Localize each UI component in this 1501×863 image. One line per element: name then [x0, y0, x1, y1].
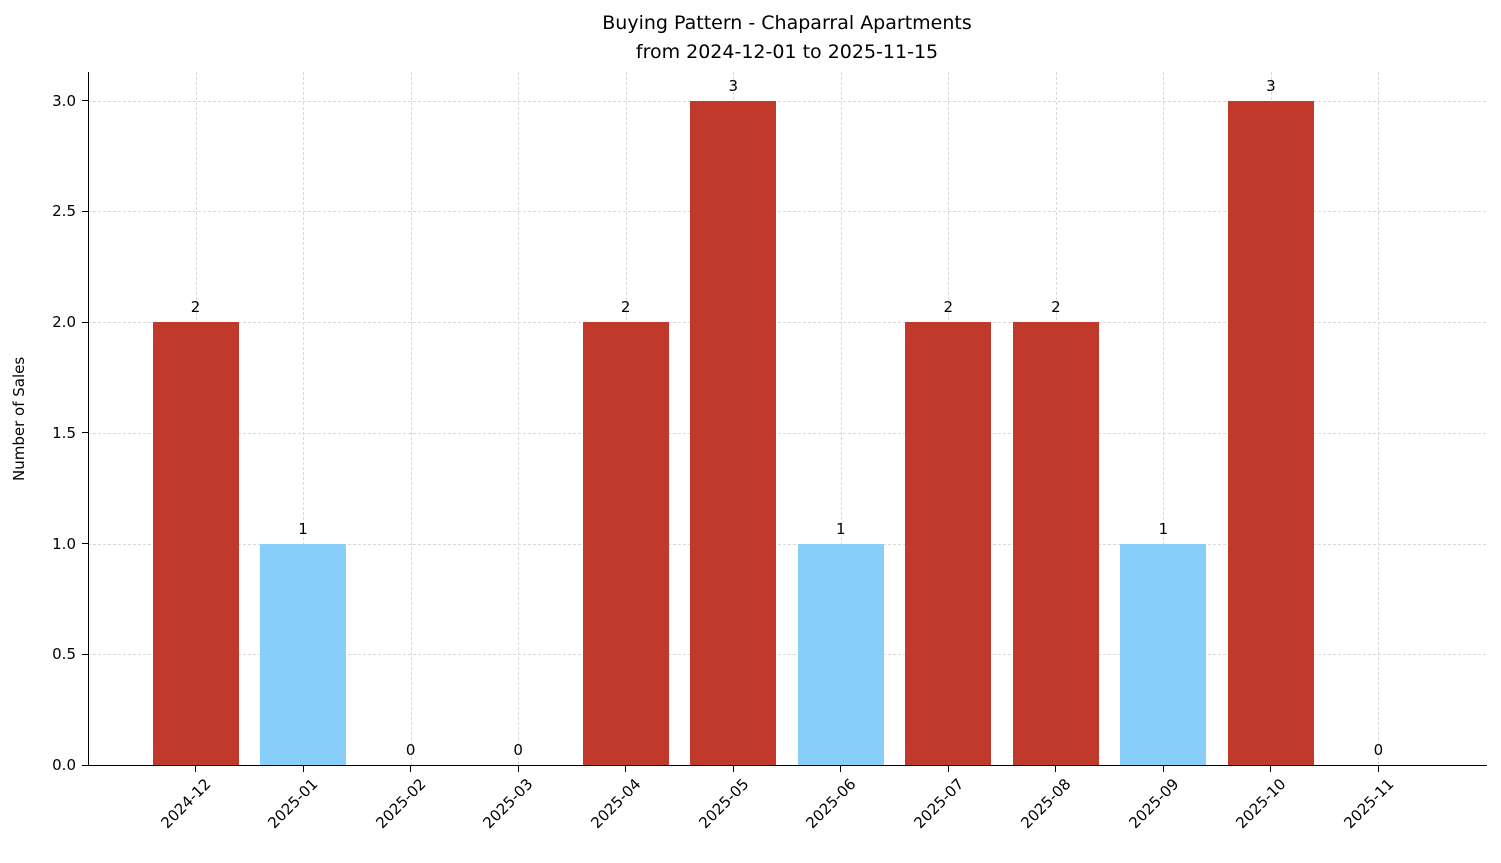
bar-value-label: 0 [513, 741, 523, 759]
x-tick-mark [1055, 766, 1057, 772]
chart-subtitle: from 2024-12-01 to 2025-11-15 [635, 41, 939, 63]
bar-value-label: 1 [298, 519, 308, 538]
x-tick-mark [1377, 766, 1379, 772]
bar-2025-06 [797, 543, 884, 765]
gridline-horizontal [88, 654, 1486, 656]
y-tick-label: 2.5 [52, 202, 76, 221]
bar-value-label: 3 [728, 76, 738, 95]
y-tick-label: 2.0 [52, 313, 76, 332]
bar-2025-04 [582, 322, 669, 765]
bar-value-label: 0 [1373, 741, 1384, 759]
x-tick-mark [1270, 766, 1272, 772]
x-tick-label-text: 2025-10 [1232, 775, 1290, 833]
x-tick-mark [517, 766, 519, 772]
x-tick-mark [195, 766, 197, 772]
x-tick-label-text: 2025-05 [694, 775, 752, 833]
x-tick-mark [410, 766, 412, 772]
x-tick-label-text: 2024-12 [157, 775, 215, 833]
bar-value-label: 1 [1158, 519, 1169, 538]
x-tick-label-text: 2025-04 [587, 775, 645, 833]
y-tick-mark [82, 210, 88, 212]
y-tick-label: 3.0 [52, 91, 76, 110]
y-tick-label: 1.0 [52, 534, 76, 553]
x-tick-label-text: 2025-09 [1125, 775, 1183, 833]
y-tick-label: 1.5 [52, 423, 76, 442]
x-tick-mark [840, 766, 842, 772]
x-tick-mark [947, 766, 949, 772]
gridline-horizontal [88, 100, 1486, 102]
y-tick-label: 0.5 [52, 645, 76, 664]
bar-value-label: 0 [405, 741, 416, 759]
gridline-vertical [410, 72, 412, 765]
x-tick-label-text: 2025-03 [479, 775, 537, 833]
gridline-horizontal [88, 211, 1486, 213]
bar-2025-01 [260, 543, 347, 765]
bar-value-label: 2 [190, 298, 201, 317]
x-tick-mark [302, 766, 304, 772]
x-tick-label-text: 2025-02 [372, 775, 430, 833]
x-tick-mark [1162, 766, 1164, 772]
bar-2025-05 [690, 100, 777, 765]
bar-2025-10 [1227, 100, 1314, 765]
y-tick-label: 0.0 [52, 756, 76, 774]
bar-2025-08 [1012, 322, 1099, 765]
x-tick-label-text: 2025-06 [802, 775, 860, 833]
bar-value-label: 2 [943, 298, 954, 317]
gridline-vertical [1378, 72, 1380, 765]
y-tick-mark [82, 764, 88, 766]
y-tick-mark [82, 100, 88, 102]
bar-2025-09 [1120, 543, 1207, 765]
x-tick-label-text: 2025-08 [1017, 775, 1075, 833]
gridline-vertical [303, 72, 305, 765]
gridline-horizontal [88, 543, 1486, 545]
x-tick-label-text: 2025-07 [909, 775, 968, 833]
y-tick-mark [82, 653, 88, 655]
bar-2024-12 [152, 322, 239, 765]
gridline-vertical [840, 72, 842, 765]
x-tick-mark [732, 766, 734, 772]
axes-spines [88, 72, 1487, 766]
bar-value-label: 2 [1051, 298, 1061, 317]
chart-title: Buying Pattern - Chaparral Apartments [602, 12, 972, 34]
bar-value-label: 3 [1266, 76, 1276, 95]
gridline-vertical [518, 72, 520, 765]
y-tick-mark [82, 543, 88, 545]
x-tick-mark [625, 766, 627, 772]
y-tick-mark [82, 321, 88, 323]
bar-value-label: 2 [620, 298, 631, 317]
gridline-horizontal [88, 432, 1486, 434]
x-tick-label-text: 2025-01 [264, 775, 322, 833]
gridline-horizontal [88, 322, 1486, 324]
gridline-vertical [1163, 72, 1165, 765]
bar-value-label: 1 [835, 519, 846, 538]
y-tick-mark [82, 432, 88, 434]
x-tick-label-text: 2025-11 [1340, 775, 1398, 833]
bar-2025-07 [905, 322, 992, 765]
